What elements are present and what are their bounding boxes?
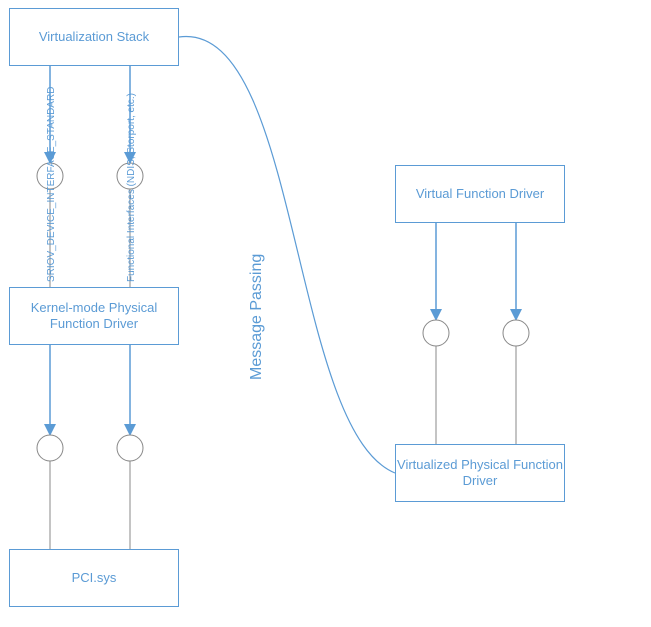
- label-functional-interfaces: Functional Interfaces (NDIS, Storport, e…: [126, 72, 137, 282]
- label-sriov-interface: SRIOV_DEVICE_INTERFACE_STANDARD: [46, 72, 57, 282]
- node-vpf-driver: Virtualized Physical Function Driver: [395, 444, 565, 502]
- node-pci-sys: PCI.sys: [9, 549, 179, 607]
- node-virtualization-stack: Virtualization Stack: [9, 8, 179, 66]
- label-message-passing: Message Passing: [248, 180, 266, 380]
- node-kernel-pf-driver: Kernel-mode Physical Function Driver: [9, 287, 179, 345]
- node-vf-driver: Virtual Function Driver: [395, 165, 565, 223]
